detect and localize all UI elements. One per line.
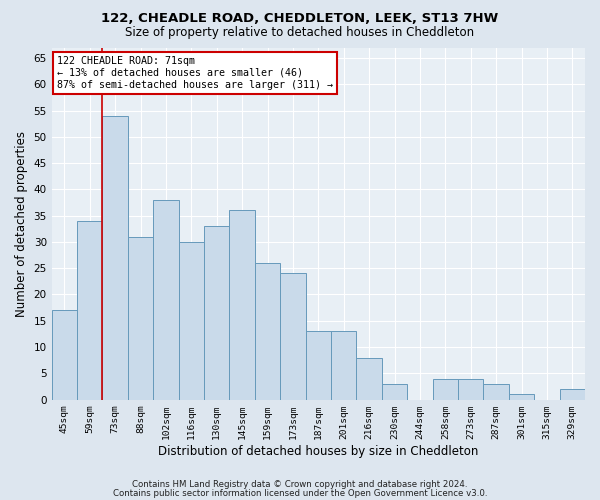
- Bar: [382, 384, 407, 400]
- Text: Contains HM Land Registry data © Crown copyright and database right 2024.: Contains HM Land Registry data © Crown c…: [132, 480, 468, 489]
- Bar: [204, 226, 229, 400]
- Bar: [458, 378, 484, 400]
- Text: 122 CHEADLE ROAD: 71sqm
← 13% of detached houses are smaller (46)
87% of semi-de: 122 CHEADLE ROAD: 71sqm ← 13% of detache…: [57, 56, 333, 90]
- Text: Contains public sector information licensed under the Open Government Licence v3: Contains public sector information licen…: [113, 489, 487, 498]
- X-axis label: Distribution of detached houses by size in Cheddleton: Distribution of detached houses by size …: [158, 444, 479, 458]
- Bar: [153, 200, 179, 400]
- Bar: [128, 236, 153, 400]
- Bar: [77, 221, 103, 400]
- Bar: [331, 332, 356, 400]
- Bar: [103, 116, 128, 400]
- Bar: [255, 263, 280, 400]
- Bar: [509, 394, 534, 400]
- Bar: [433, 378, 458, 400]
- Text: Size of property relative to detached houses in Cheddleton: Size of property relative to detached ho…: [125, 26, 475, 39]
- Bar: [229, 210, 255, 400]
- Bar: [356, 358, 382, 400]
- Bar: [179, 242, 204, 400]
- Y-axis label: Number of detached properties: Number of detached properties: [15, 130, 28, 316]
- Bar: [52, 310, 77, 400]
- Bar: [560, 389, 585, 400]
- Bar: [280, 274, 305, 400]
- Bar: [305, 332, 331, 400]
- Text: 122, CHEADLE ROAD, CHEDDLETON, LEEK, ST13 7HW: 122, CHEADLE ROAD, CHEDDLETON, LEEK, ST1…: [101, 12, 499, 26]
- Bar: [484, 384, 509, 400]
